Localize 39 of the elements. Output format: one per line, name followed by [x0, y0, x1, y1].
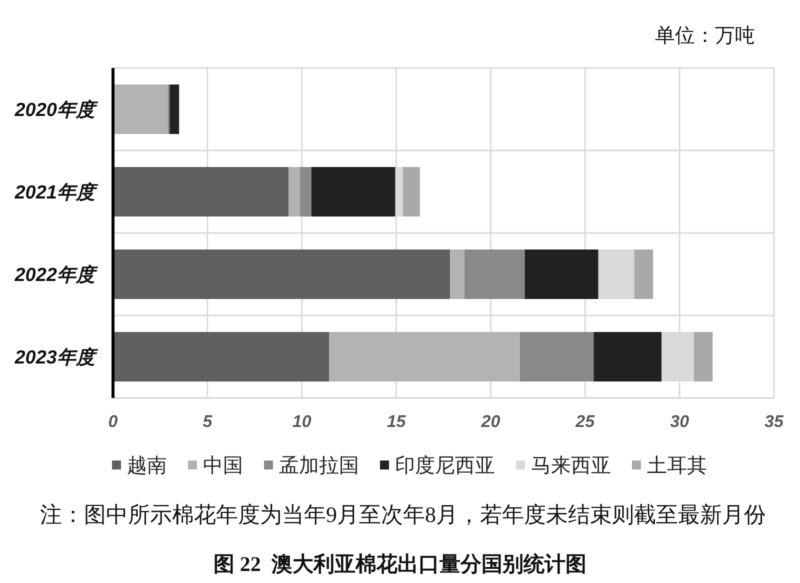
- x-tick-label: 35: [764, 412, 784, 431]
- bar: [402, 167, 420, 216]
- bar: [520, 332, 594, 382]
- bar: [329, 332, 520, 382]
- legend-label: 中国: [203, 455, 243, 477]
- bar: [450, 250, 464, 299]
- x-tick-label: 0: [108, 412, 118, 431]
- bar: [170, 84, 180, 134]
- bar: [113, 84, 168, 134]
- y-tick-label: 2022年度: [14, 264, 99, 286]
- legend-label: 土耳其: [647, 455, 707, 477]
- bar: [598, 250, 634, 299]
- legend-label: 马来西亚: [531, 455, 611, 477]
- bar: [288, 167, 300, 216]
- bar: [634, 250, 654, 299]
- y-tick-label: 2023年度: [14, 346, 99, 368]
- bar: [113, 332, 330, 382]
- x-tick-label: 30: [670, 412, 690, 431]
- x-tick-label: 25: [574, 412, 596, 431]
- legend-label: 越南: [127, 455, 167, 477]
- x-tick-label: 15: [386, 412, 406, 431]
- bar: [464, 250, 525, 299]
- x-tick-label: 5: [202, 412, 213, 431]
- legend-label: 印度尼西亚: [395, 455, 495, 477]
- x-tick-label: 10: [292, 412, 312, 431]
- bar: [694, 332, 713, 382]
- text: 注：图中所示棉花年度为当年9月至次年8月，若年度未结束则截至最新月份: [40, 502, 766, 527]
- bar: [113, 250, 450, 299]
- text: 单位：万吨: [655, 25, 755, 47]
- bar: [594, 332, 662, 382]
- x-tick-label: 20: [480, 412, 501, 431]
- bar: [300, 167, 312, 216]
- bar: [311, 167, 396, 216]
- y-tick-label: 2021年度: [14, 181, 99, 204]
- bar: [524, 250, 598, 299]
- text: 图 22 澳大利亚棉花出口量分国别统计图: [214, 552, 586, 576]
- legend-label: 孟加拉国: [279, 455, 359, 477]
- y-tick-label: 2020年度: [14, 98, 99, 121]
- bar: [113, 167, 289, 216]
